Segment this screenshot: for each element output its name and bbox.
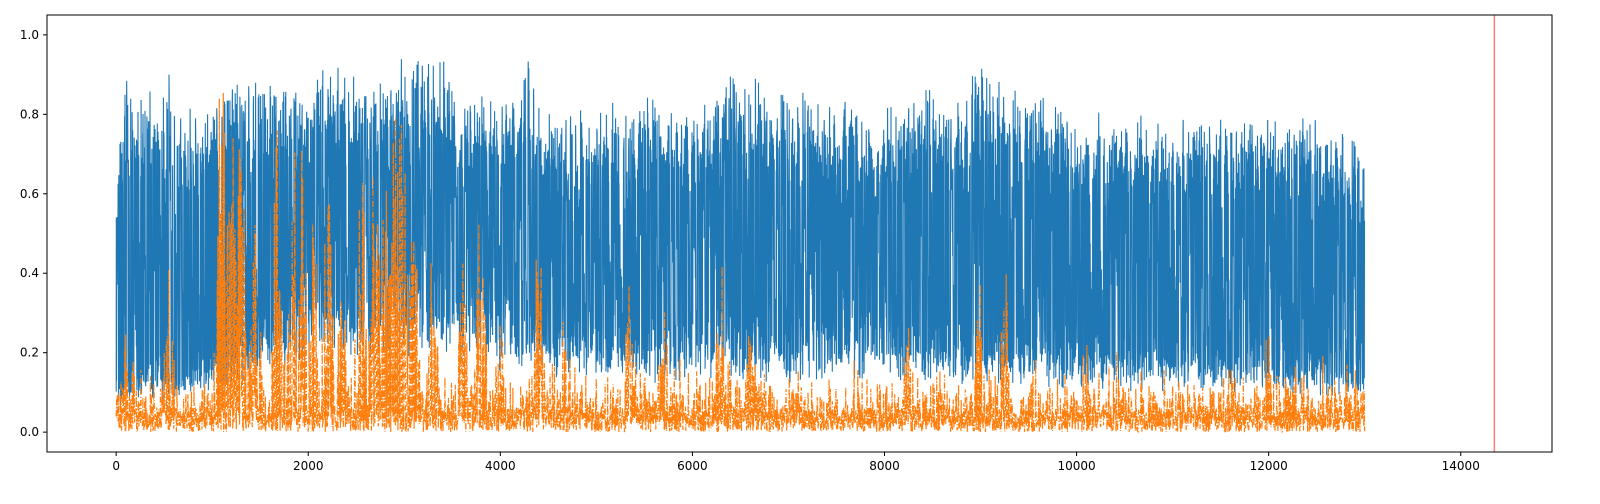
series-1-line xyxy=(115,59,1366,405)
x-tick-label: 2000 xyxy=(293,459,324,473)
x-tick-label: 8000 xyxy=(869,459,900,473)
x-tick-label: 10000 xyxy=(1057,459,1095,473)
axes-frame xyxy=(46,14,1553,453)
axes: 0 2000 4000 6000 8000 10000 12000 14000 0.0 0.2 0.… xyxy=(20,14,1553,473)
y-tick-label: 0.6 xyxy=(20,187,39,201)
y-tick-label: 0.8 xyxy=(20,107,39,121)
y-tick-label: 1.0 xyxy=(20,28,39,42)
x-tick-label: 0 xyxy=(112,459,120,473)
plot-area xyxy=(115,15,1496,452)
x-tick-label: 4000 xyxy=(485,459,516,473)
y-tick-label: 0.0 xyxy=(20,425,39,439)
y-tick-label: 0.4 xyxy=(20,266,39,280)
x-tick-label: 12000 xyxy=(1250,459,1288,473)
x-tick-label: 14000 xyxy=(1442,459,1480,473)
series-2-line xyxy=(115,92,1366,434)
y-tick-label: 0.2 xyxy=(20,346,39,360)
x-tick-label: 6000 xyxy=(677,459,708,473)
